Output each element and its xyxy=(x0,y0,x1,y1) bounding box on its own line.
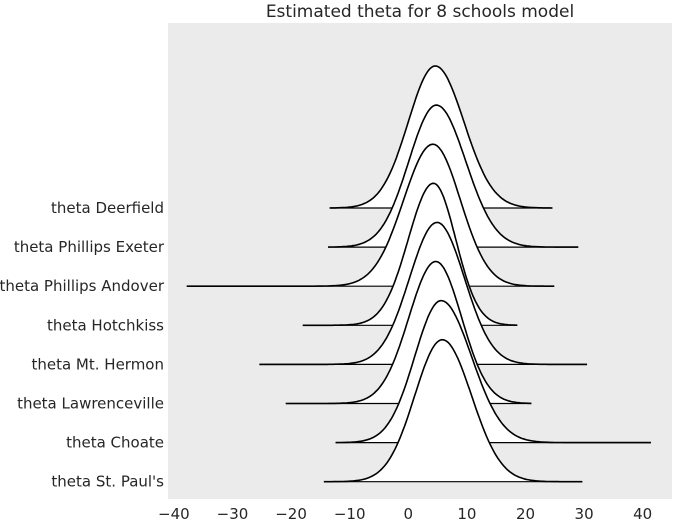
ridge-fill xyxy=(186,144,555,287)
y-label-theta-deerfield: theta Deerfield xyxy=(51,199,164,217)
x-tick-label: 10 xyxy=(457,505,476,523)
y-label-theta-choate: theta Choate xyxy=(66,434,164,452)
ridge-curve xyxy=(285,260,532,405)
ridge-curve xyxy=(323,338,583,483)
x-tick-label: −40 xyxy=(158,505,190,523)
chart-title: Estimated theta for 8 schools model xyxy=(266,2,574,22)
x-tick-label: 40 xyxy=(633,505,652,523)
y-axis-labels: theta Deerfield theta Phillips Exeter thet… xyxy=(0,199,165,491)
y-label-theta-st-paul-s: theta St. Paul's xyxy=(51,473,164,491)
ridge-curve xyxy=(259,221,587,366)
ridge-curve xyxy=(328,104,579,248)
x-tick-label: −10 xyxy=(334,505,366,523)
ridge-curve xyxy=(335,299,651,444)
ridge-curve xyxy=(186,143,555,287)
y-label-theta-mt-hermon: theta Mt. Hermon xyxy=(31,355,164,373)
x-tick-label: −20 xyxy=(275,505,307,523)
ridge-theta-phillips-andover xyxy=(186,143,555,287)
x-tick-label: 30 xyxy=(575,505,594,523)
y-label-theta-lawrenceville: theta Lawrenceville xyxy=(17,395,164,413)
x-tick-label: −30 xyxy=(217,505,249,523)
y-label-theta-phillips-exeter: theta Phillips Exeter xyxy=(14,238,165,256)
ridge-curve xyxy=(329,65,553,209)
x-tick-label: 20 xyxy=(516,505,535,523)
ridge-fill xyxy=(323,339,583,482)
y-label-theta-hotchkiss: theta Hotchkiss xyxy=(47,316,164,334)
x-tick-label: 0 xyxy=(404,505,414,523)
ridge-curve xyxy=(302,182,518,327)
ridge-theta-st-paul-s xyxy=(323,338,583,483)
y-label-theta-phillips-andover: theta Phillips Andover xyxy=(0,277,165,295)
ridge-group xyxy=(186,65,651,483)
x-axis: −40 −30 −20 −10 0 10 20 30 40 xyxy=(158,505,652,523)
